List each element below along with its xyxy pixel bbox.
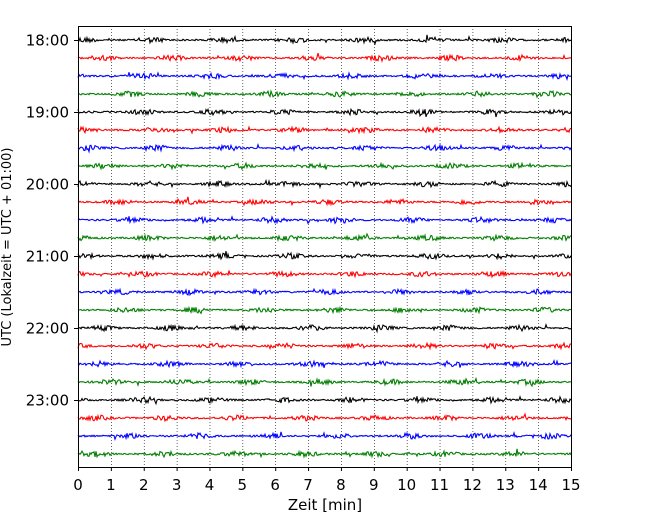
seismic-trace: [77, 232, 572, 243]
seismic-trace: [77, 448, 572, 459]
plot-frame: [78, 26, 572, 468]
y-tick-label: 18:00: [26, 32, 69, 50]
seismic-trace: [77, 269, 572, 279]
seismic-trace: [77, 125, 572, 135]
seismic-trace: [77, 89, 572, 99]
x-tick-label: 7: [303, 476, 313, 494]
seismic-trace: [77, 431, 572, 441]
seismic-trace: [77, 287, 572, 297]
x-axis-label: Zeit [min]: [288, 496, 362, 514]
x-axis: 0 1 2 3 4 5 6 7 8 9 10 11 12 13 14 15: [73, 467, 581, 494]
x-tick-label: 8: [336, 476, 346, 494]
seismic-trace: [77, 395, 572, 406]
x-tick-label: 13: [496, 476, 515, 494]
seismic-trace: [77, 161, 572, 171]
seismic-trace: [77, 53, 572, 63]
trace-layer: [77, 34, 572, 459]
x-tick-label: 15: [561, 476, 580, 494]
y-tick-label: 19:00: [26, 104, 69, 122]
y-tick-label: 20:00: [26, 176, 69, 194]
x-tick-label: 12: [463, 476, 482, 494]
y-tick-label: 23:00: [26, 392, 69, 410]
x-tick-label: 5: [238, 476, 248, 494]
seismic-trace: [77, 358, 572, 369]
x-tick-label: 4: [205, 476, 215, 494]
seismic-trace: [77, 196, 572, 207]
y-tick-label: 22:00: [26, 320, 69, 338]
x-tick-label: 0: [73, 476, 83, 494]
x-tick-label: 2: [139, 476, 149, 494]
seismic-trace: [77, 34, 572, 46]
x-tick-label: 1: [106, 476, 116, 494]
seismic-trace: [77, 341, 572, 351]
y-axis: 18:00 19:00 20:00 21:00 22:00 23:00: [26, 32, 78, 410]
seismic-trace: [77, 305, 572, 315]
y-tick-label: 21:00: [26, 248, 69, 266]
y-axis-label: UTC (Lokalzeit = UTC + 01:00): [0, 148, 15, 347]
x-tick-label: 3: [172, 476, 182, 494]
x-tick-label: 11: [430, 476, 449, 494]
x-tick-label: 10: [397, 476, 416, 494]
seismic-trace: [77, 215, 572, 225]
seismic-trace: [77, 107, 572, 118]
seismic-trace: [77, 251, 572, 261]
seismic-trace: [77, 412, 572, 423]
seismic-trace: [77, 71, 572, 81]
x-tick-label: 6: [270, 476, 280, 494]
seismic-trace: [77, 178, 572, 190]
seismic-trace: [77, 323, 572, 334]
x-tick-label: 9: [369, 476, 379, 494]
seismic-trace: [77, 376, 572, 388]
x-tick-label: 14: [529, 476, 548, 494]
seismic-trace: [77, 143, 572, 154]
